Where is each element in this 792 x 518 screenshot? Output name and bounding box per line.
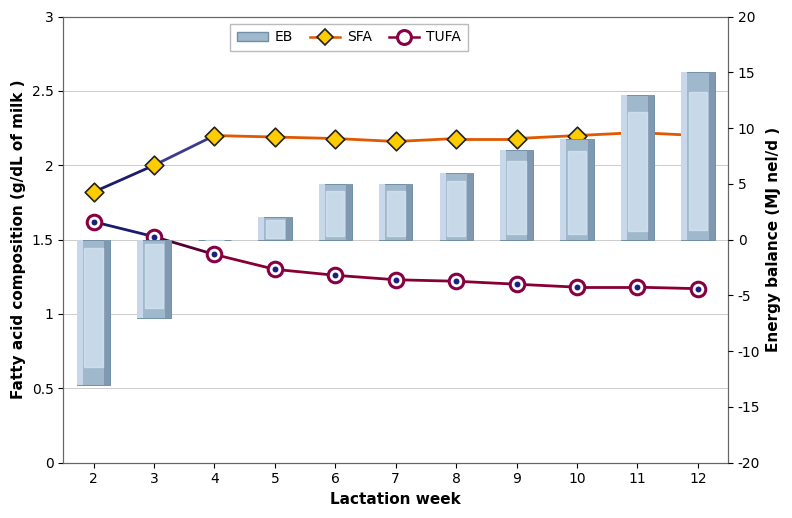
- X-axis label: Lactation week: Lactation week: [330, 492, 461, 507]
- Point: [450, 134, 463, 142]
- Bar: [165, 240, 170, 318]
- Point: [87, 218, 100, 226]
- Point: [208, 250, 221, 258]
- Point: [329, 134, 341, 142]
- Bar: [681, 73, 714, 240]
- Y-axis label: Energy balance (MJ nel/d ): Energy balance (MJ nel/d ): [766, 127, 781, 352]
- Point: [329, 271, 341, 279]
- Bar: [258, 218, 291, 240]
- Bar: [379, 184, 413, 240]
- Point: [87, 188, 100, 196]
- Point: [691, 284, 704, 293]
- Bar: [346, 184, 352, 240]
- Bar: [500, 150, 506, 240]
- Bar: [440, 172, 446, 240]
- Point: [208, 132, 221, 140]
- Bar: [466, 172, 473, 240]
- Bar: [138, 240, 143, 318]
- Point: [571, 132, 584, 140]
- Bar: [621, 95, 654, 240]
- Bar: [286, 218, 291, 240]
- Point: [510, 280, 523, 289]
- Bar: [379, 184, 385, 240]
- Point: [208, 250, 221, 258]
- Point: [510, 134, 523, 142]
- Bar: [105, 240, 110, 384]
- Point: [268, 265, 281, 274]
- Point: [631, 283, 644, 291]
- Bar: [508, 161, 526, 234]
- Point: [631, 128, 644, 137]
- Bar: [561, 139, 594, 240]
- Bar: [709, 73, 714, 240]
- Legend: EB, SFA, TUFA: EB, SFA, TUFA: [230, 23, 468, 51]
- Bar: [689, 92, 707, 229]
- Bar: [77, 240, 83, 384]
- Y-axis label: Fatty acid composition (g/dL of milk ): Fatty acid composition (g/dL of milk ): [11, 80, 26, 399]
- Bar: [527, 150, 533, 240]
- Bar: [447, 181, 466, 236]
- Point: [510, 280, 523, 289]
- Point: [390, 276, 402, 284]
- Bar: [77, 240, 110, 384]
- Bar: [648, 95, 654, 240]
- Point: [450, 277, 463, 285]
- Point: [268, 265, 281, 274]
- Bar: [681, 73, 687, 240]
- Point: [691, 132, 704, 140]
- Bar: [588, 139, 594, 240]
- Bar: [138, 240, 170, 318]
- Bar: [500, 150, 533, 240]
- Bar: [568, 151, 586, 234]
- Bar: [318, 184, 352, 240]
- Point: [571, 283, 584, 291]
- Point: [631, 283, 644, 291]
- Point: [390, 137, 402, 146]
- Point: [390, 276, 402, 284]
- Bar: [628, 112, 646, 231]
- Point: [571, 283, 584, 291]
- Bar: [318, 184, 325, 240]
- Point: [87, 218, 100, 226]
- Bar: [440, 172, 473, 240]
- Bar: [326, 191, 345, 236]
- Point: [691, 284, 704, 293]
- Bar: [386, 191, 405, 236]
- Point: [147, 233, 160, 241]
- Bar: [561, 139, 566, 240]
- Point: [147, 161, 160, 169]
- Bar: [258, 218, 265, 240]
- Point: [147, 233, 160, 241]
- Point: [450, 277, 463, 285]
- Bar: [266, 220, 284, 238]
- Bar: [406, 184, 413, 240]
- Point: [268, 133, 281, 141]
- Bar: [85, 248, 103, 367]
- Bar: [621, 95, 626, 240]
- Bar: [145, 244, 163, 308]
- Point: [329, 271, 341, 279]
